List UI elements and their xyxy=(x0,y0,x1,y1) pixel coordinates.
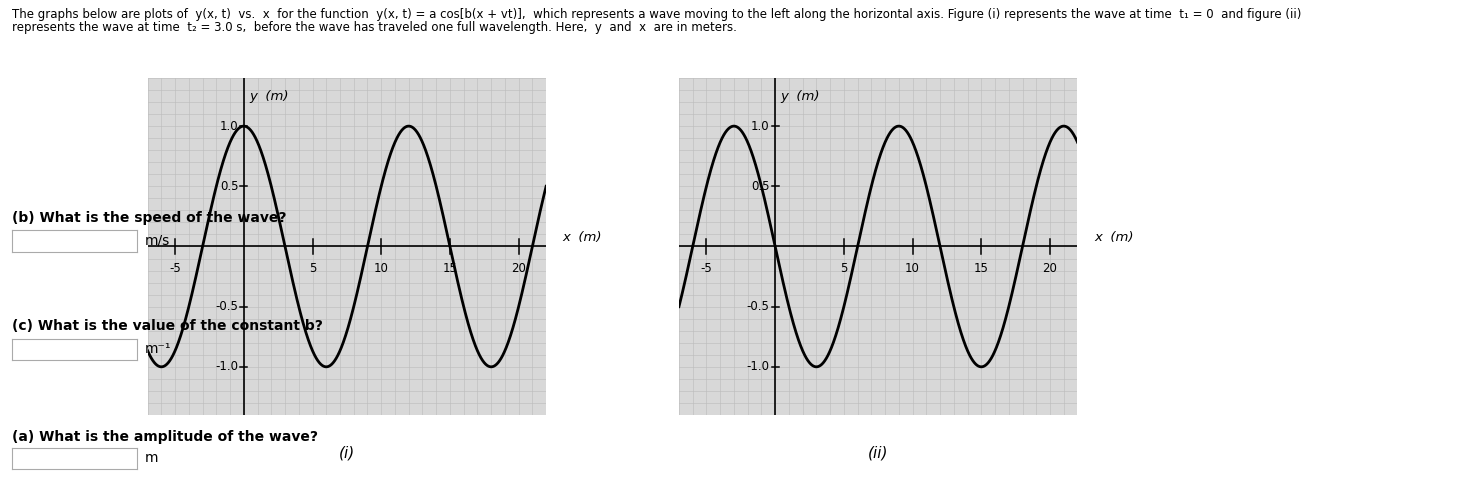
Text: (a) What is the amplitude of the wave?: (a) What is the amplitude of the wave? xyxy=(12,430,317,444)
Text: 0.5: 0.5 xyxy=(220,180,238,193)
Text: x  (m): x (m) xyxy=(562,231,602,244)
Text: (c) What is the value of the constant b?: (c) What is the value of the constant b? xyxy=(12,319,323,333)
Text: m/s: m/s xyxy=(145,234,170,248)
Text: 5: 5 xyxy=(308,262,316,275)
Text: y  (m): y (m) xyxy=(249,90,289,103)
Text: 20: 20 xyxy=(1042,262,1057,275)
Text: (i): (i) xyxy=(338,445,356,460)
Text: represents the wave at time  t₂ = 3.0 s,  before the wave has traveled one full : represents the wave at time t₂ = 3.0 s, … xyxy=(12,21,737,34)
Text: -0.5: -0.5 xyxy=(747,300,769,313)
Text: -5: -5 xyxy=(701,262,713,275)
Text: 15: 15 xyxy=(443,262,458,275)
Text: (ii): (ii) xyxy=(868,445,889,460)
Text: (b) What is the speed of the wave?: (b) What is the speed of the wave? xyxy=(12,211,286,225)
Text: -5: -5 xyxy=(170,262,182,275)
Text: 1.0: 1.0 xyxy=(751,120,769,133)
Text: 1.0: 1.0 xyxy=(220,120,238,133)
Text: -0.5: -0.5 xyxy=(215,300,238,313)
Text: -1.0: -1.0 xyxy=(215,360,238,373)
Text: 20: 20 xyxy=(511,262,525,275)
Text: 5: 5 xyxy=(840,262,847,275)
Text: 0.5: 0.5 xyxy=(751,180,769,193)
Text: 10: 10 xyxy=(373,262,388,275)
Text: m⁻¹: m⁻¹ xyxy=(145,342,171,356)
Text: y  (m): y (m) xyxy=(781,90,821,103)
Text: -1.0: -1.0 xyxy=(747,360,769,373)
Text: m: m xyxy=(145,451,158,465)
Text: The graphs below are plots of  y(x, t)  vs.  x  for the function  y(x, t) = a co: The graphs below are plots of y(x, t) vs… xyxy=(12,8,1302,21)
Text: 10: 10 xyxy=(905,262,920,275)
Text: x  (m): x (m) xyxy=(1094,231,1134,244)
Text: 15: 15 xyxy=(974,262,989,275)
